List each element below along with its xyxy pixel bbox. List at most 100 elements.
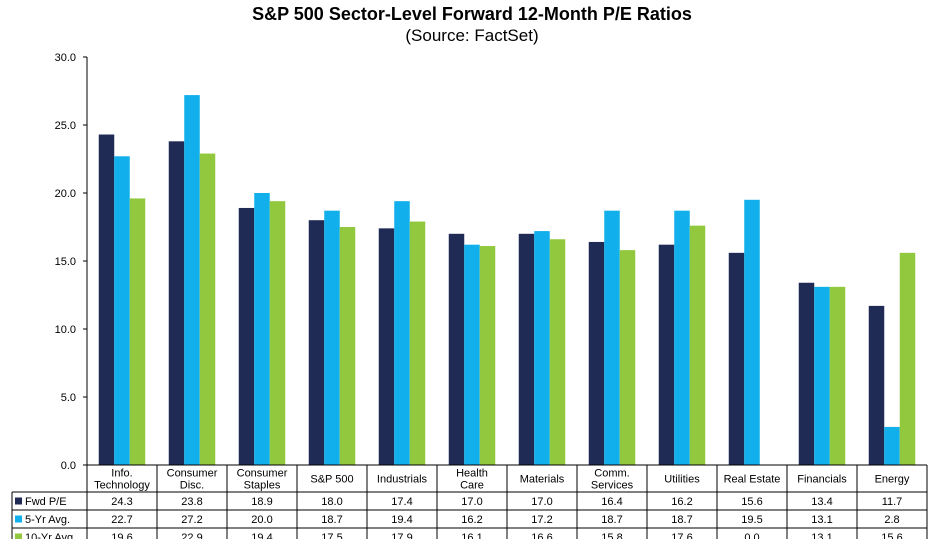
bar — [378, 228, 395, 465]
category-label: Services — [591, 480, 634, 492]
data-label: 19.4 — [251, 532, 272, 539]
category-label: Financials — [797, 474, 847, 486]
bar — [308, 220, 325, 465]
bar — [674, 210, 690, 465]
category-label: Technology — [94, 480, 150, 492]
data-label: 13.1 — [811, 514, 832, 526]
data-label: 18.9 — [251, 496, 272, 508]
data-table: Info.TechnologyConsumerDisc.ConsumerStap… — [11, 464, 928, 544]
chart-subtitle: (Source: FactSet) — [405, 26, 538, 45]
y-tick-label: 5.0 — [61, 392, 76, 404]
bar — [394, 201, 410, 465]
bar — [238, 207, 255, 465]
category-label: Care — [460, 480, 484, 492]
data-label: 16.4 — [601, 496, 622, 508]
bar — [269, 201, 286, 465]
data-label: 15.6 — [881, 532, 902, 539]
category-label: Energy — [875, 474, 910, 486]
bar — [409, 221, 426, 465]
data-label: 18.7 — [671, 514, 692, 526]
data-label: 16.2 — [461, 514, 482, 526]
y-tick-label: 20.0 — [55, 188, 76, 200]
data-label: 22.7 — [111, 514, 132, 526]
plot-area: 0.0 5.0 10.0 15.0 20.0 25.0 30.0 — [55, 52, 916, 472]
series-name: 5-Yr Avg. — [25, 514, 70, 526]
bar — [604, 210, 620, 465]
data-label: 15.8 — [601, 532, 622, 539]
data-label: 23.8 — [181, 496, 202, 508]
bar — [254, 193, 270, 465]
data-label: 16.1 — [461, 532, 482, 539]
y-tick-label: 15.0 — [55, 256, 76, 268]
bar — [324, 210, 340, 465]
data-label: 16.2 — [671, 496, 692, 508]
data-label: 17.0 — [461, 496, 482, 508]
data-label: 17.0 — [531, 496, 552, 508]
bar — [479, 246, 496, 465]
y-tick-label: 0.0 — [61, 460, 76, 472]
data-label: 13.4 — [811, 496, 832, 508]
category-label: Industrials — [377, 474, 428, 486]
data-label: 17.9 — [391, 532, 412, 539]
category-label: Utilities — [664, 474, 700, 486]
bar — [744, 199, 760, 466]
data-label: 22.9 — [181, 532, 202, 539]
bar — [728, 252, 745, 465]
bar — [534, 231, 550, 465]
category-label: Comm. — [594, 468, 629, 480]
data-label: 19.4 — [391, 514, 412, 526]
data-label: 0.0 — [744, 532, 759, 539]
data-label: 24.3 — [111, 496, 132, 508]
bar — [814, 286, 830, 465]
bar — [168, 141, 185, 465]
bar — [798, 282, 815, 465]
data-label: 17.6 — [671, 532, 692, 539]
bar — [184, 95, 200, 465]
y-tick-label: 25.0 — [55, 120, 76, 132]
data-label: 13.1 — [811, 532, 832, 539]
bar — [199, 153, 216, 465]
data-label: 18.7 — [601, 514, 622, 526]
data-label: 17.5 — [321, 532, 342, 539]
data-label: 18.0 — [321, 496, 342, 508]
bar — [829, 286, 846, 465]
legend-key — [15, 497, 22, 505]
category-label: Disc. — [180, 480, 204, 492]
data-label: 20.0 — [251, 514, 272, 526]
data-label: 17.2 — [531, 514, 552, 526]
category-label: Consumer — [167, 468, 218, 480]
category-label: Health — [456, 468, 488, 480]
category-label: Materials — [520, 474, 565, 486]
bar — [129, 198, 146, 465]
series-name: 10-Yr Avg. — [25, 532, 76, 539]
bar — [884, 426, 900, 465]
bar — [868, 305, 885, 465]
data-label: 19.5 — [741, 514, 762, 526]
data-label: 17.4 — [391, 496, 412, 508]
series-name: Fwd P/E — [25, 496, 67, 508]
bar — [588, 241, 605, 465]
bar — [658, 244, 675, 465]
data-label: 27.2 — [181, 514, 202, 526]
data-label: 15.6 — [741, 496, 762, 508]
category-label: Staples — [244, 480, 281, 492]
data-label: 18.7 — [321, 514, 342, 526]
bar — [689, 225, 706, 465]
data-label: 11.7 — [882, 496, 903, 508]
bar — [98, 134, 115, 465]
bar — [464, 244, 480, 465]
data-label: 19.6 — [111, 532, 132, 539]
chart-title: S&P 500 Sector-Level Forward 12-Month P/… — [252, 4, 692, 24]
legend-key — [15, 515, 22, 523]
bar — [339, 227, 356, 465]
category-label: Real Estate — [724, 474, 781, 486]
category-label: S&P 500 — [310, 474, 353, 486]
bar — [619, 250, 636, 465]
data-label: 16.6 — [531, 532, 552, 539]
category-label: Info. — [111, 468, 132, 480]
legend-key — [15, 533, 22, 541]
y-tick-label: 30.0 — [55, 52, 76, 64]
bar — [899, 252, 916, 465]
category-label: Consumer — [237, 468, 288, 480]
